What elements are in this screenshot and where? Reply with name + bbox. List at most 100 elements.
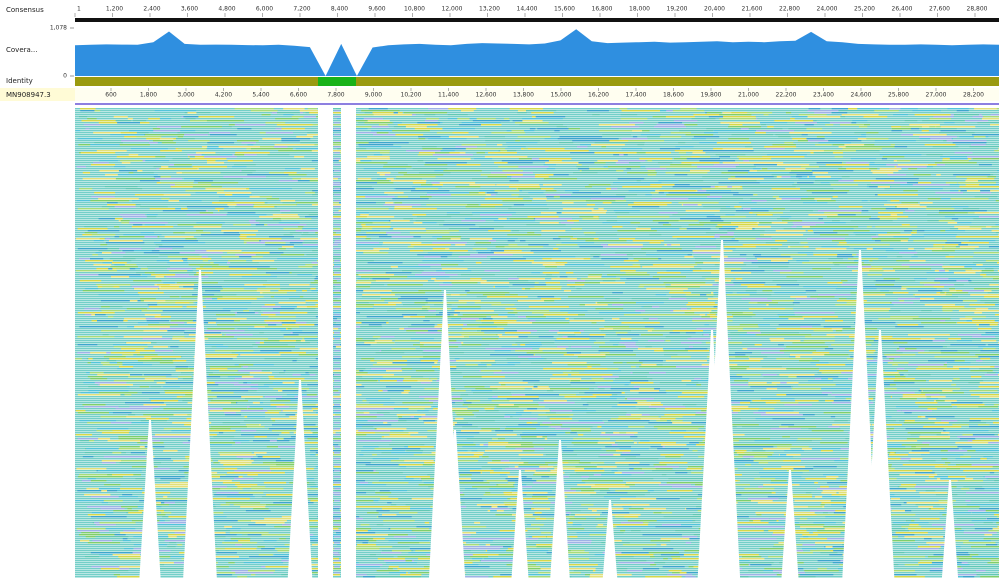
read-variant [723, 148, 753, 150]
read-variant [189, 310, 230, 312]
read-variant [553, 238, 561, 240]
read-variant [648, 174, 657, 176]
read-variant [686, 304, 717, 306]
read-variant [132, 226, 173, 228]
read-variant [492, 212, 507, 214]
read-variant [951, 402, 982, 404]
read-variant [550, 388, 589, 390]
read-variant [223, 308, 248, 310]
read-variant [634, 302, 664, 304]
read-variant [773, 270, 791, 272]
read-variant [749, 302, 758, 304]
read-variant [418, 264, 441, 266]
read-variant [658, 162, 672, 164]
read-variant [531, 250, 561, 252]
read-variant [797, 174, 813, 176]
read-variant [664, 192, 669, 194]
read-variant [972, 336, 995, 338]
read-variant [99, 250, 121, 252]
read-variant [279, 340, 296, 342]
read-variant [488, 230, 510, 232]
read-variant [473, 392, 511, 394]
read-variant [942, 160, 969, 162]
read-variant [806, 492, 812, 494]
read-variant [281, 306, 297, 308]
read-variant [983, 116, 999, 118]
read-variant [269, 378, 304, 380]
read-variant [909, 524, 918, 526]
read-variant [902, 410, 932, 412]
read-variant [747, 286, 780, 288]
read-variant [985, 332, 999, 334]
read-variant [482, 456, 488, 458]
read-variant [128, 376, 166, 378]
read-variant [735, 176, 773, 178]
read-variant [356, 506, 398, 508]
read-variant [742, 426, 779, 428]
read-variant [91, 480, 107, 482]
read-variant [240, 506, 265, 508]
read-variant [116, 268, 130, 270]
read-variant [812, 228, 853, 230]
read-variant [97, 150, 127, 152]
read-variant [406, 150, 440, 152]
read-variant [941, 420, 957, 422]
read-variant [591, 198, 624, 200]
read-variant [880, 290, 889, 292]
read-variant [897, 410, 901, 412]
read-variant [939, 270, 945, 272]
read-variant [946, 468, 960, 470]
read-variant [528, 216, 559, 218]
read-variant [413, 182, 426, 184]
read-variant [212, 458, 243, 460]
read-variant [265, 304, 275, 306]
read-variant [207, 430, 236, 432]
read-variant [961, 488, 969, 490]
read-variant [473, 248, 488, 250]
read-variant [768, 418, 805, 420]
read-variant [440, 182, 475, 184]
read-variant [448, 282, 478, 284]
read-variant [976, 450, 999, 452]
read-variant [428, 252, 453, 254]
read-variant [126, 342, 151, 344]
read-variant [209, 374, 250, 376]
read-variant [909, 394, 924, 396]
read-variant [251, 488, 283, 490]
read-variant [612, 318, 619, 320]
read-variant [520, 140, 540, 142]
read-variant [619, 154, 623, 156]
read-variant [821, 378, 848, 380]
read-variant [682, 536, 697, 538]
read-variant [265, 396, 282, 398]
read-variant [645, 194, 652, 196]
read-row [75, 196, 999, 198]
read-variant [528, 336, 539, 338]
read-variant [487, 364, 492, 366]
read-variant [224, 302, 252, 304]
read-variant [363, 370, 386, 372]
read-variant [558, 236, 572, 238]
read-variant [168, 534, 188, 536]
read-variant [690, 250, 730, 252]
read-variant [984, 534, 992, 536]
read-variant [120, 462, 161, 464]
read-variant [935, 192, 963, 194]
read-variant [367, 316, 404, 318]
read-variant [572, 192, 600, 194]
read-variant [310, 288, 315, 290]
read-variant [851, 122, 856, 124]
read-variant [949, 206, 969, 208]
read-variant [545, 282, 560, 284]
read-variant [899, 346, 943, 348]
read-variant [820, 486, 829, 488]
read-variant [368, 530, 412, 532]
read-variant [415, 274, 458, 276]
read-variant [725, 214, 734, 216]
read-variant [246, 424, 259, 426]
read-variant [646, 152, 671, 154]
read-variant [266, 132, 293, 134]
read-variant [658, 122, 682, 124]
read-variant [82, 120, 116, 122]
read-variant [507, 234, 541, 236]
